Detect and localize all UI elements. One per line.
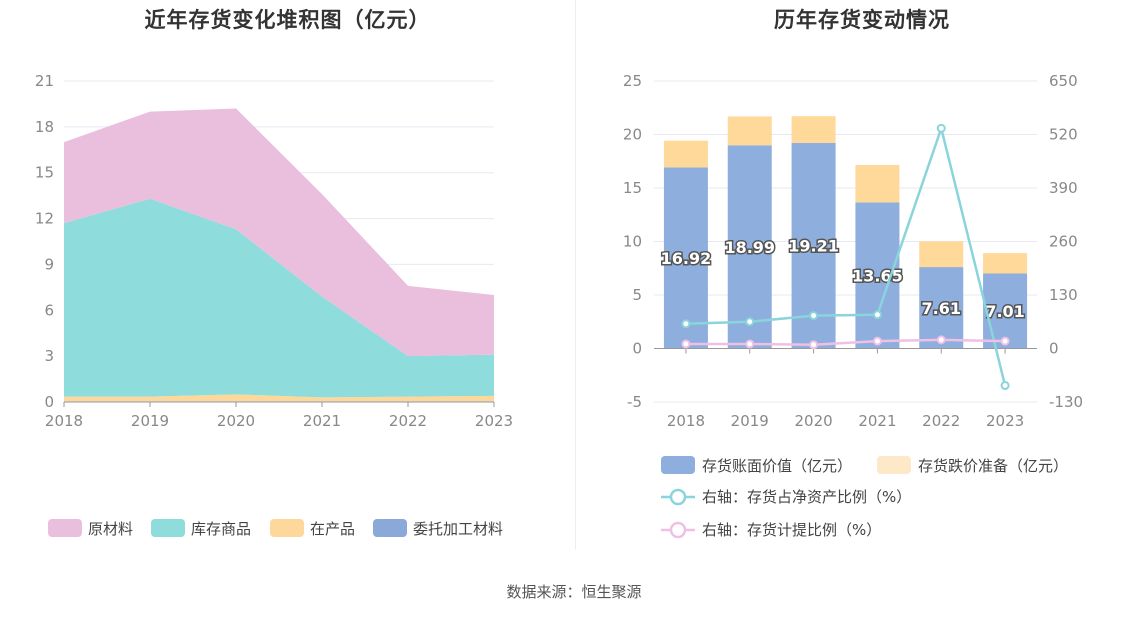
y2-tick-label: 0 bbox=[1049, 340, 1059, 358]
x-tick-label: 2020 bbox=[794, 412, 832, 430]
line-provision-ratio bbox=[685, 338, 1006, 347]
legend-swatch bbox=[48, 519, 82, 537]
line-provision-ratio-point bbox=[681, 339, 691, 349]
y-tick-label: 0 bbox=[632, 340, 642, 358]
right-chart-title: 历年存货变动情况 bbox=[774, 8, 950, 32]
bar-book-value bbox=[983, 273, 1028, 349]
y-tick-label: 5 bbox=[632, 286, 642, 304]
y-tick-label: 15 bbox=[35, 164, 54, 182]
legend-label: 右轴：存货占净资产比例（%） bbox=[702, 488, 911, 506]
bar-value-label: 16.92 bbox=[661, 249, 712, 268]
line-net-asset-ratio-point bbox=[1000, 381, 1010, 391]
stacked-area-chart: 0 3 6 9 12 15 18 21 2018 2019 2020 2021 2022 2023 原材料 库… bbox=[35, 72, 513, 538]
legend-label: 委托加工材料 bbox=[413, 520, 503, 538]
x-tick-label: 2022 bbox=[389, 412, 427, 430]
y-tick-label: -5 bbox=[627, 393, 642, 411]
y-tick-label: 10 bbox=[623, 233, 642, 251]
line-net-asset-ratio-point bbox=[681, 319, 691, 329]
line-provision-ratio-point bbox=[1000, 336, 1010, 346]
y2-tick-label: -130 bbox=[1049, 393, 1083, 411]
area-原材料 bbox=[64, 108, 494, 357]
x-tick-label: 2022 bbox=[922, 412, 960, 430]
bar-value-label: 13.65 bbox=[852, 266, 903, 285]
data-source: 数据来源：恒生聚源 bbox=[506, 583, 642, 601]
legend-label: 右轴：存货计提比例（%） bbox=[702, 521, 881, 539]
y-tick-label: 3 bbox=[44, 347, 54, 365]
area-库存商品 bbox=[64, 198, 494, 398]
x-tick-label: 2023 bbox=[986, 412, 1024, 430]
inventory-change-chart-panel: 历年存货变动情况 -5 0 5 10 15 20 25 -130 0 130 260 390 520 65… bbox=[576, 0, 1148, 550]
legend-label: 在产品 bbox=[310, 520, 355, 538]
line-provision-ratio-point bbox=[745, 339, 755, 349]
legend-label: 存货跌价准备（亿元） bbox=[918, 457, 1068, 475]
x-tick-label: 2018 bbox=[45, 412, 83, 430]
y2-tick-label: 650 bbox=[1049, 72, 1078, 90]
x-tick-label: 2021 bbox=[858, 412, 896, 430]
inventory-bar-line-chart: -5 0 5 10 15 20 25 -130 0 130 260 390 520 650 16.92 18.… bbox=[623, 72, 1083, 539]
y-tick-label: 21 bbox=[35, 72, 54, 90]
line-net-asset-ratio-point bbox=[936, 123, 946, 133]
line-provision-ratio-point bbox=[936, 335, 946, 345]
bar-value-label: 7.01 bbox=[985, 302, 1024, 321]
y-tick-label: 9 bbox=[44, 255, 54, 273]
y-tick-label: 12 bbox=[35, 210, 54, 228]
bar-value-label: 7.61 bbox=[922, 299, 961, 318]
y2-tick-label: 390 bbox=[1049, 179, 1078, 197]
x-tick-label: 2019 bbox=[731, 412, 769, 430]
x-tick-label: 2020 bbox=[217, 412, 255, 430]
stacked-area-chart-panel: 近年存货变化堆积图（亿元） 0 3 6 9 12 15 18 21 2018 2019 2020 20… bbox=[0, 0, 575, 550]
legend-label: 库存商品 bbox=[191, 520, 251, 538]
bar-impairment bbox=[919, 241, 964, 268]
line-net-asset-ratio bbox=[685, 123, 1007, 386]
bar-impairment bbox=[663, 140, 708, 168]
bar-value-label: 19.21 bbox=[788, 237, 839, 256]
left-chart-title: 近年存货变化堆积图（亿元） bbox=[144, 8, 431, 32]
y-tick-label: 6 bbox=[44, 301, 54, 319]
legend-swatch bbox=[877, 456, 911, 474]
legend-label: 原材料 bbox=[88, 520, 133, 538]
y2-tick-label: 520 bbox=[1049, 126, 1078, 144]
legend-label: 存货账面价值（亿元） bbox=[702, 457, 852, 475]
y2-tick-label: 260 bbox=[1049, 233, 1078, 251]
legend-marker bbox=[669, 521, 687, 539]
bar-impairment bbox=[855, 164, 900, 203]
line-net-asset-ratio-point bbox=[872, 310, 882, 320]
line-net-asset-ratio-point bbox=[809, 311, 819, 321]
y2-tick-label: 130 bbox=[1049, 286, 1078, 304]
legend-swatch bbox=[270, 519, 304, 537]
line-net-asset-ratio-point bbox=[745, 317, 755, 327]
bar-book-value bbox=[919, 267, 964, 349]
bar-impairment bbox=[983, 253, 1028, 274]
bar-book-value bbox=[663, 167, 708, 349]
y-tick-label: 25 bbox=[623, 72, 642, 90]
legend-swatch bbox=[373, 519, 407, 537]
legend-marker bbox=[669, 488, 687, 506]
legend-swatch bbox=[151, 519, 185, 537]
y-tick-label: 0 bbox=[44, 393, 54, 411]
x-tick-label: 2019 bbox=[131, 412, 169, 430]
x-tick-label: 2023 bbox=[475, 412, 513, 430]
bar-book-value bbox=[727, 145, 772, 349]
bar-value-label: 18.99 bbox=[724, 238, 775, 257]
line-provision-ratio-point bbox=[809, 340, 819, 350]
y-tick-label: 20 bbox=[623, 126, 642, 144]
legend-swatch bbox=[661, 456, 695, 474]
line-provision-ratio-point bbox=[872, 336, 882, 346]
y-tick-label: 15 bbox=[623, 179, 642, 197]
x-tick-label: 2018 bbox=[667, 412, 705, 430]
bar-impairment bbox=[727, 116, 772, 146]
bar-impairment bbox=[791, 116, 836, 143]
panel-divider bbox=[575, 0, 576, 550]
y-tick-label: 18 bbox=[35, 118, 54, 136]
x-tick-label: 2021 bbox=[303, 412, 341, 430]
